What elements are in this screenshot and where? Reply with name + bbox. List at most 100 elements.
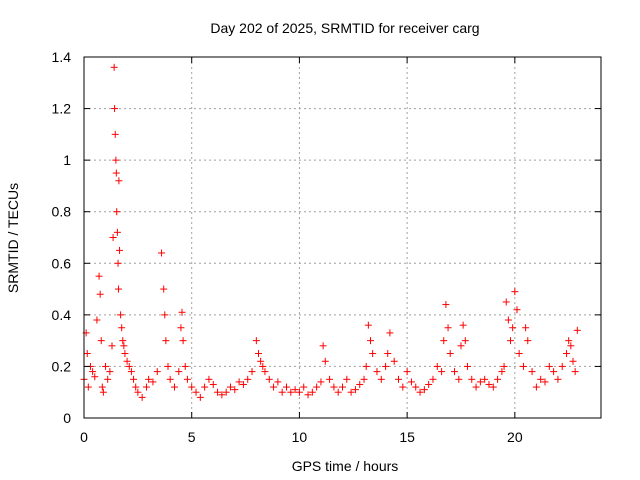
data-point <box>160 285 168 293</box>
data-point <box>178 308 186 316</box>
data-point <box>356 380 364 388</box>
data-point <box>278 388 286 396</box>
data-point <box>377 375 385 383</box>
y-tick-label: 1.2 <box>52 101 72 117</box>
data-point <box>259 362 267 370</box>
data-point <box>334 388 342 396</box>
data-point <box>188 383 196 391</box>
data-point <box>265 375 273 383</box>
data-point <box>97 337 105 345</box>
data-point <box>403 368 411 376</box>
data-point <box>134 388 142 396</box>
data-point <box>127 368 135 376</box>
x-tick-label: 10 <box>292 429 308 445</box>
data-point <box>248 368 256 376</box>
data-point <box>235 378 243 386</box>
data-point <box>252 337 260 345</box>
y-tick-label: 0.6 <box>52 255 72 271</box>
x-axis-label: GPS time / hours <box>292 458 399 474</box>
data-point <box>326 375 334 383</box>
data-point <box>96 290 104 298</box>
data-point <box>166 375 174 383</box>
data-point <box>321 357 329 365</box>
data-point <box>91 373 99 381</box>
data-point <box>476 378 484 386</box>
y-tick-label: 0.8 <box>52 204 72 220</box>
data-point <box>386 329 394 337</box>
data-point <box>364 321 372 329</box>
data-point <box>545 362 553 370</box>
data-point <box>112 169 120 177</box>
data-point <box>554 375 562 383</box>
data-point <box>446 350 454 358</box>
data-point <box>457 342 465 350</box>
data-point <box>261 368 269 376</box>
data-point <box>113 228 121 236</box>
data-point <box>433 362 441 370</box>
data-point <box>569 357 577 365</box>
data-point <box>177 324 185 332</box>
data-point <box>390 357 398 365</box>
data-point <box>120 342 128 350</box>
data-points <box>80 63 581 401</box>
data-point <box>218 391 226 399</box>
data-point <box>511 288 519 296</box>
data-point <box>244 375 252 383</box>
y-tick-label: 0 <box>63 410 71 426</box>
data-point <box>489 383 497 391</box>
data-point <box>459 321 467 329</box>
data-point <box>142 383 150 391</box>
data-point <box>541 378 549 386</box>
data-point <box>181 362 189 370</box>
data-point <box>367 337 375 345</box>
data-point <box>500 362 508 370</box>
data-point <box>287 388 295 396</box>
data-point <box>130 375 138 383</box>
data-point <box>504 316 512 324</box>
data-point <box>550 368 558 376</box>
data-point <box>330 383 338 391</box>
data-point <box>407 378 415 386</box>
data-point <box>149 378 157 386</box>
data-point <box>222 388 230 396</box>
data-point <box>515 350 523 358</box>
data-point <box>196 393 204 401</box>
data-point <box>254 350 262 358</box>
data-point <box>567 342 575 350</box>
data-point <box>494 375 502 383</box>
data-point <box>528 368 536 376</box>
x-axis-ticks: 0 5 10 15 20 <box>80 57 523 445</box>
data-point <box>106 368 114 376</box>
data-point <box>214 388 222 396</box>
data-point <box>83 350 91 358</box>
data-point <box>89 368 97 376</box>
data-point <box>472 383 480 391</box>
x-tick-label: 15 <box>399 429 415 445</box>
x-tick-label: 5 <box>188 429 196 445</box>
data-point <box>308 388 316 396</box>
data-point <box>532 383 540 391</box>
data-point <box>513 306 521 314</box>
x-tick-label: 0 <box>80 429 88 445</box>
data-point <box>382 362 390 370</box>
data-point <box>274 378 282 386</box>
data-point <box>502 298 510 306</box>
y-axis-label: SRMTID / TECUs <box>5 183 21 293</box>
data-point <box>519 362 527 370</box>
data-point <box>440 337 448 345</box>
data-point <box>351 386 359 394</box>
data-point <box>425 380 433 388</box>
data-point <box>170 383 178 391</box>
data-point <box>498 368 506 376</box>
data-point <box>573 326 581 334</box>
data-point <box>481 375 489 383</box>
data-point <box>304 391 312 399</box>
data-point <box>317 378 325 386</box>
y-axis-ticks: 0 0.2 0.4 0.6 0.8 1 1.2 1.4 <box>52 49 601 426</box>
data-point <box>183 375 191 383</box>
data-point <box>158 249 166 257</box>
data-point <box>153 368 161 376</box>
data-point <box>463 362 471 370</box>
data-point <box>116 246 124 254</box>
data-point <box>399 383 407 391</box>
